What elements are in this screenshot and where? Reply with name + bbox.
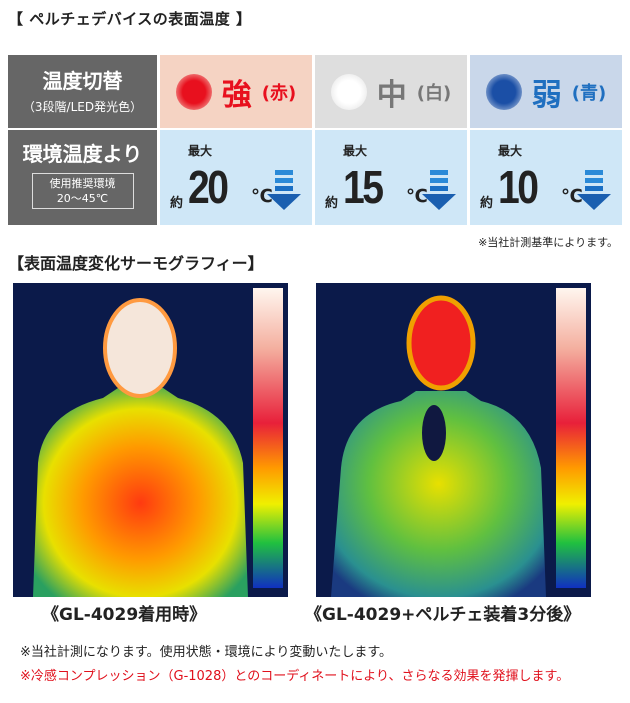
peltier-cold-spot	[422, 405, 446, 461]
temp-value: 15	[343, 161, 384, 213]
mode-temp-2: 最大 約 10 ℃	[470, 130, 622, 225]
mode-1: 中 (白)	[315, 55, 467, 128]
temp-unit: ℃	[561, 186, 583, 207]
down-arrow-icon	[267, 170, 301, 210]
head-heat	[103, 298, 177, 398]
device-section-title: 【 ペルチェデバイスの表面温度 】	[8, 10, 252, 28]
temp-unit: ℃	[406, 186, 428, 207]
mode-name: 弱	[531, 77, 562, 113]
thermography-image-after	[331, 288, 586, 597]
approx-label: 約	[480, 196, 494, 211]
thermo-section-title: 【表面温度変化サーモグラフィー】	[8, 254, 264, 273]
mode-temp-1: 最大 約 15 ℃	[315, 130, 467, 225]
approx-label: 約	[325, 196, 339, 211]
mode-color-label: (白)	[416, 82, 452, 104]
max-label: 最大	[343, 144, 368, 158]
led-icon	[330, 73, 367, 110]
recommended-env-box: 使用推奨環境 20〜45℃	[31, 173, 134, 209]
row2-label: 環境温度より	[22, 142, 143, 166]
mode-2: 弱 (青)	[470, 55, 622, 128]
down-arrow-icon	[577, 170, 611, 210]
mode-name: 強	[221, 77, 252, 113]
down-arrow-icon	[422, 170, 456, 210]
coordinate-note: ※冷感コンプレッション（G-1028）とのコーディネートにより、さらなる効果を発…	[20, 669, 570, 684]
led-icon	[485, 73, 522, 110]
max-label: 最大	[498, 144, 523, 158]
row1-label: 温度切替	[42, 69, 123, 93]
caption-after: 《GL-4029+ペルチェ装着3分後》	[305, 605, 581, 625]
env-box-line1: 使用推奨環境	[49, 177, 116, 190]
ambient-temp-label: 環境温度より 使用推奨環境 20〜45℃	[8, 130, 157, 225]
led-icon	[175, 73, 212, 110]
body-heat	[33, 388, 248, 597]
temperature-switch-label: 温度切替 （3段階/LED発光色）	[8, 55, 157, 128]
color-scale-bar	[253, 288, 283, 588]
head-heat	[406, 295, 476, 391]
color-scale-bar	[556, 288, 586, 588]
mode-0: 強 (赤)	[160, 55, 312, 128]
thermography-before	[13, 283, 288, 597]
caption-before: 《GL-4029着用時》	[42, 605, 207, 625]
temp-value: 10	[498, 161, 539, 213]
max-label: 最大	[188, 144, 213, 158]
temp-unit: ℃	[251, 186, 273, 207]
env-box-line2: 20〜45℃	[56, 192, 109, 205]
thermography-after	[316, 283, 591, 597]
row1-sublabel: （3段階/LED発光色）	[22, 100, 143, 114]
measurement-disclaimer: ※当社計測になります。使用状態・環境により変動いたします。	[20, 645, 393, 660]
body-heat	[331, 391, 546, 597]
mode-color-label: (青)	[571, 82, 607, 104]
approx-label: 約	[170, 196, 184, 211]
mode-temp-0: 最大 約 20 ℃	[160, 130, 312, 225]
mode-color-label: (赤)	[261, 82, 297, 104]
thermography-image-before	[33, 288, 283, 597]
mode-name: 中	[376, 77, 407, 113]
temp-value: 20	[188, 161, 229, 213]
measurement-note: ※当社計測基準によります。	[478, 236, 618, 249]
